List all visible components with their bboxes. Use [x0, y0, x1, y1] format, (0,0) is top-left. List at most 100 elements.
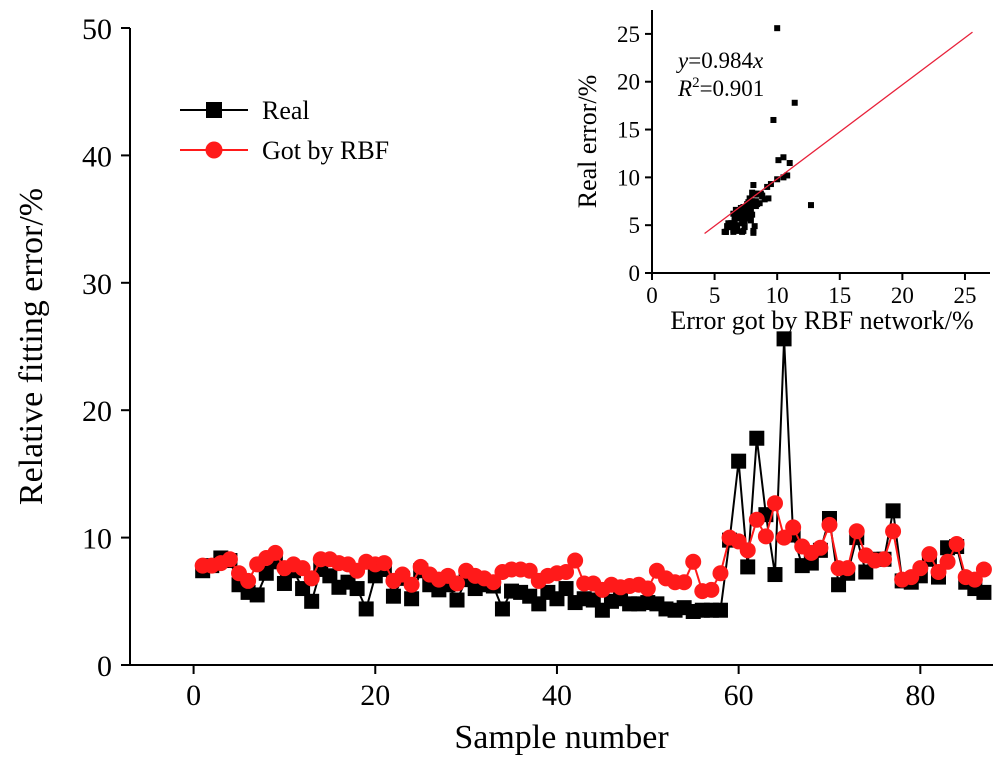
inset-point	[752, 198, 759, 205]
inset-point	[780, 174, 787, 181]
inset-point	[741, 224, 748, 231]
rbf-point	[739, 542, 756, 559]
inset-x-tick-label: 25	[953, 283, 976, 308]
inset-point	[739, 228, 746, 235]
inset-point	[747, 217, 754, 224]
inset-point	[749, 198, 756, 205]
real-point	[749, 430, 765, 446]
inset-y-tick-label: 5	[629, 213, 641, 238]
rbf-point	[839, 560, 856, 577]
fit-equation: y=0.984x	[676, 48, 764, 73]
inset-point	[784, 172, 791, 179]
fit-equation-var: x	[752, 48, 764, 73]
rbf-point	[821, 516, 838, 533]
rbf-point	[785, 519, 802, 536]
rbf-point	[449, 575, 466, 592]
inset-y-tick-label: 0	[629, 261, 641, 286]
inset-point	[749, 211, 756, 218]
inset-y-tick-label: 25	[617, 22, 640, 47]
r-squared-exponent: 2	[692, 75, 700, 91]
rbf-point	[812, 539, 829, 556]
real-point	[404, 591, 420, 607]
legend-label-1: Got by RBF	[262, 136, 389, 165]
rbf-point	[558, 563, 575, 580]
rbf-point	[639, 580, 656, 597]
inset-point	[756, 200, 763, 207]
rbf-point	[521, 562, 538, 579]
main-x-tick-label: 60	[724, 679, 754, 712]
rbf-point	[921, 546, 938, 563]
real-point	[304, 593, 320, 609]
inset-point	[750, 229, 757, 236]
rbf-point	[685, 553, 702, 570]
rbf-point	[757, 528, 774, 545]
real-point	[449, 592, 465, 608]
inset-point	[747, 207, 754, 214]
inset-point	[722, 228, 729, 235]
inset-point	[786, 160, 793, 167]
fit-r-squared: R2=0.901	[677, 75, 764, 101]
inset-point	[752, 203, 759, 210]
real-point	[885, 503, 901, 519]
rbf-point	[394, 566, 411, 583]
inset-point	[757, 190, 764, 197]
real-point	[740, 559, 756, 575]
main-x-tick-label: 20	[360, 679, 390, 712]
rbf-point	[303, 570, 320, 587]
rbf-point	[966, 571, 983, 588]
r-squared-lhs: R	[677, 76, 692, 101]
rbf-point	[939, 553, 956, 570]
inset-y-tick-label: 15	[617, 118, 640, 143]
inset-y-tick-label: 20	[617, 70, 640, 95]
real-point	[295, 581, 311, 597]
inset-point	[747, 203, 754, 210]
rbf-point	[676, 574, 693, 591]
inset-point	[751, 223, 758, 230]
inset-point	[765, 195, 772, 202]
rbf-point	[930, 563, 947, 580]
inset-point	[750, 182, 757, 189]
real-point	[322, 568, 338, 584]
real-point	[249, 587, 265, 603]
inset-axes: 0 5 10 15 20 25 0 5 10 15 20 25	[617, 10, 990, 308]
real-point	[494, 601, 510, 617]
inset-x-tick-label: 10	[766, 283, 789, 308]
real-point	[976, 584, 992, 600]
inset-point	[740, 204, 747, 211]
rbf-point	[485, 574, 502, 591]
main-y-tick-label: 20	[82, 395, 112, 428]
inset-point	[774, 25, 781, 32]
main-x-tick-label: 80	[905, 679, 935, 712]
inset-y-tick-label: 10	[617, 165, 640, 190]
inset-x-tick-label: 20	[891, 283, 914, 308]
inset-fit-line	[704, 31, 973, 234]
inset-y-axis-title: Real error/%	[573, 75, 602, 209]
main-x-axis-title: Sample number	[454, 719, 669, 756]
inset-point	[775, 157, 782, 164]
main-x-tick-label: 40	[542, 679, 572, 712]
inset-point	[730, 226, 737, 233]
main-y-tick-label: 40	[82, 140, 112, 173]
inset-point	[735, 207, 742, 214]
real-point	[349, 581, 365, 597]
real-point	[531, 596, 547, 612]
real-point	[712, 602, 728, 618]
inset-point	[742, 215, 749, 222]
rbf-point	[766, 495, 783, 512]
rbf-point	[975, 561, 992, 578]
rbf-point	[240, 572, 257, 589]
rbf-point	[712, 565, 729, 582]
inset-point	[724, 223, 731, 230]
real-point	[858, 564, 874, 580]
inset-x-tick-label: 15	[828, 283, 851, 308]
inset-point	[744, 203, 751, 210]
inset-point	[791, 99, 798, 106]
main-y-axis-title: Relative fitting error/%	[13, 188, 50, 505]
inset-plot: 0 5 10 15 20 25 0 5 10 15 20 25 y=0.984x R2=0.901 E…	[573, 10, 990, 335]
inset-x-axis-title: Error got by RBF network/%	[670, 306, 973, 335]
main-x-tick-label: 0	[186, 679, 201, 712]
main-y-tick-label: 10	[82, 523, 112, 556]
real-point	[776, 331, 792, 347]
